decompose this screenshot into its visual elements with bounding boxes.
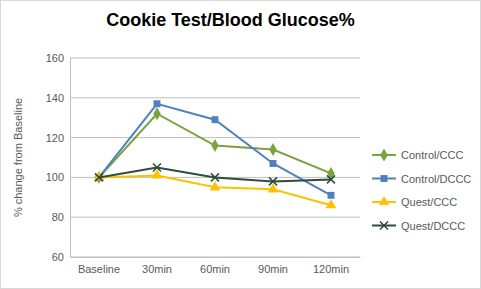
series-marker	[269, 143, 276, 156]
series-marker	[269, 177, 277, 185]
chart-border	[1, 1, 481, 289]
y-tick-label: 80	[52, 211, 64, 223]
grid	[70, 58, 360, 257]
x-tick: Baseline	[78, 257, 120, 275]
x-tick: 120min	[313, 257, 349, 275]
series-marker	[153, 107, 160, 120]
legend-item: Control/CCC	[372, 149, 463, 162]
y-tick: 140	[46, 92, 70, 104]
y-tick-label: 160	[46, 52, 64, 64]
y-tick-label: 140	[46, 92, 64, 104]
series-marker	[210, 181, 221, 190]
series-marker	[270, 160, 277, 167]
y-tick: 60	[52, 251, 70, 263]
grid-line	[70, 257, 360, 258]
x-tick-label: 30min	[142, 263, 172, 275]
series-marker	[154, 100, 161, 107]
series-line	[99, 114, 331, 178]
chart: Cookie Test/Blood Glucose% 60 80 100 120 140 1…	[0, 0, 481, 289]
legend-marker	[380, 222, 388, 230]
grid-line	[70, 217, 360, 218]
series-marker	[211, 139, 218, 152]
grid-line	[70, 137, 360, 138]
series-line	[99, 104, 331, 196]
y-tick-label: 60	[52, 251, 64, 263]
legend-label: Quest/CCC	[401, 196, 457, 208]
y-tick: 160	[46, 52, 70, 64]
legend-item: Quest/CCC	[372, 196, 457, 208]
series-marker	[95, 173, 103, 181]
x-tick: 30min	[142, 257, 172, 275]
plot-area	[94, 100, 337, 208]
series-marker	[211, 173, 219, 181]
x-tick-label: Baseline	[78, 263, 120, 275]
x-axis: Baseline 30min 60min 90min 120min	[71, 257, 361, 275]
title: Cookie Test/Blood Glucose%	[106, 10, 355, 30]
grid-line	[70, 97, 360, 98]
x-tick-label: 90min	[258, 263, 288, 275]
grid-line	[70, 58, 360, 59]
legend-item: Quest/DCCC	[372, 220, 465, 232]
x-axis-line	[71, 257, 361, 258]
y-tick: 120	[46, 132, 70, 144]
x-tick: 60min	[200, 257, 230, 275]
y-tick: 80	[52, 211, 70, 223]
series-marker	[327, 175, 335, 183]
legend-label: Control/DCCC	[401, 173, 471, 185]
y-axis-title: % change from Baseline	[12, 98, 24, 217]
x-tick-label: 120min	[313, 263, 349, 275]
series-marker	[328, 192, 335, 199]
y-axis: 60 80 100 120 140 160	[46, 52, 71, 263]
x-tick-label: 60min	[200, 263, 230, 275]
legend-marker	[379, 196, 390, 205]
legend-item: Control/DCCC	[372, 173, 471, 185]
legend-marker	[381, 175, 388, 182]
y-axis-line	[70, 59, 71, 258]
legend: Control/CCC Control/DCCC Quest/CCC Quest/DC…	[372, 149, 471, 232]
series-line	[99, 167, 331, 181]
legend-marker	[380, 149, 387, 162]
series-marker	[212, 116, 219, 123]
y-tick: 100	[46, 171, 70, 183]
legend-label: Quest/DCCC	[401, 220, 465, 232]
x-tick: 90min	[258, 257, 288, 275]
series-marker	[153, 163, 161, 171]
series-marker	[326, 199, 337, 208]
series-marker	[327, 167, 334, 180]
y-tick-label: 100	[46, 171, 64, 183]
y-tick-label: 120	[46, 132, 64, 144]
legend-label: Control/CCC	[401, 149, 463, 161]
